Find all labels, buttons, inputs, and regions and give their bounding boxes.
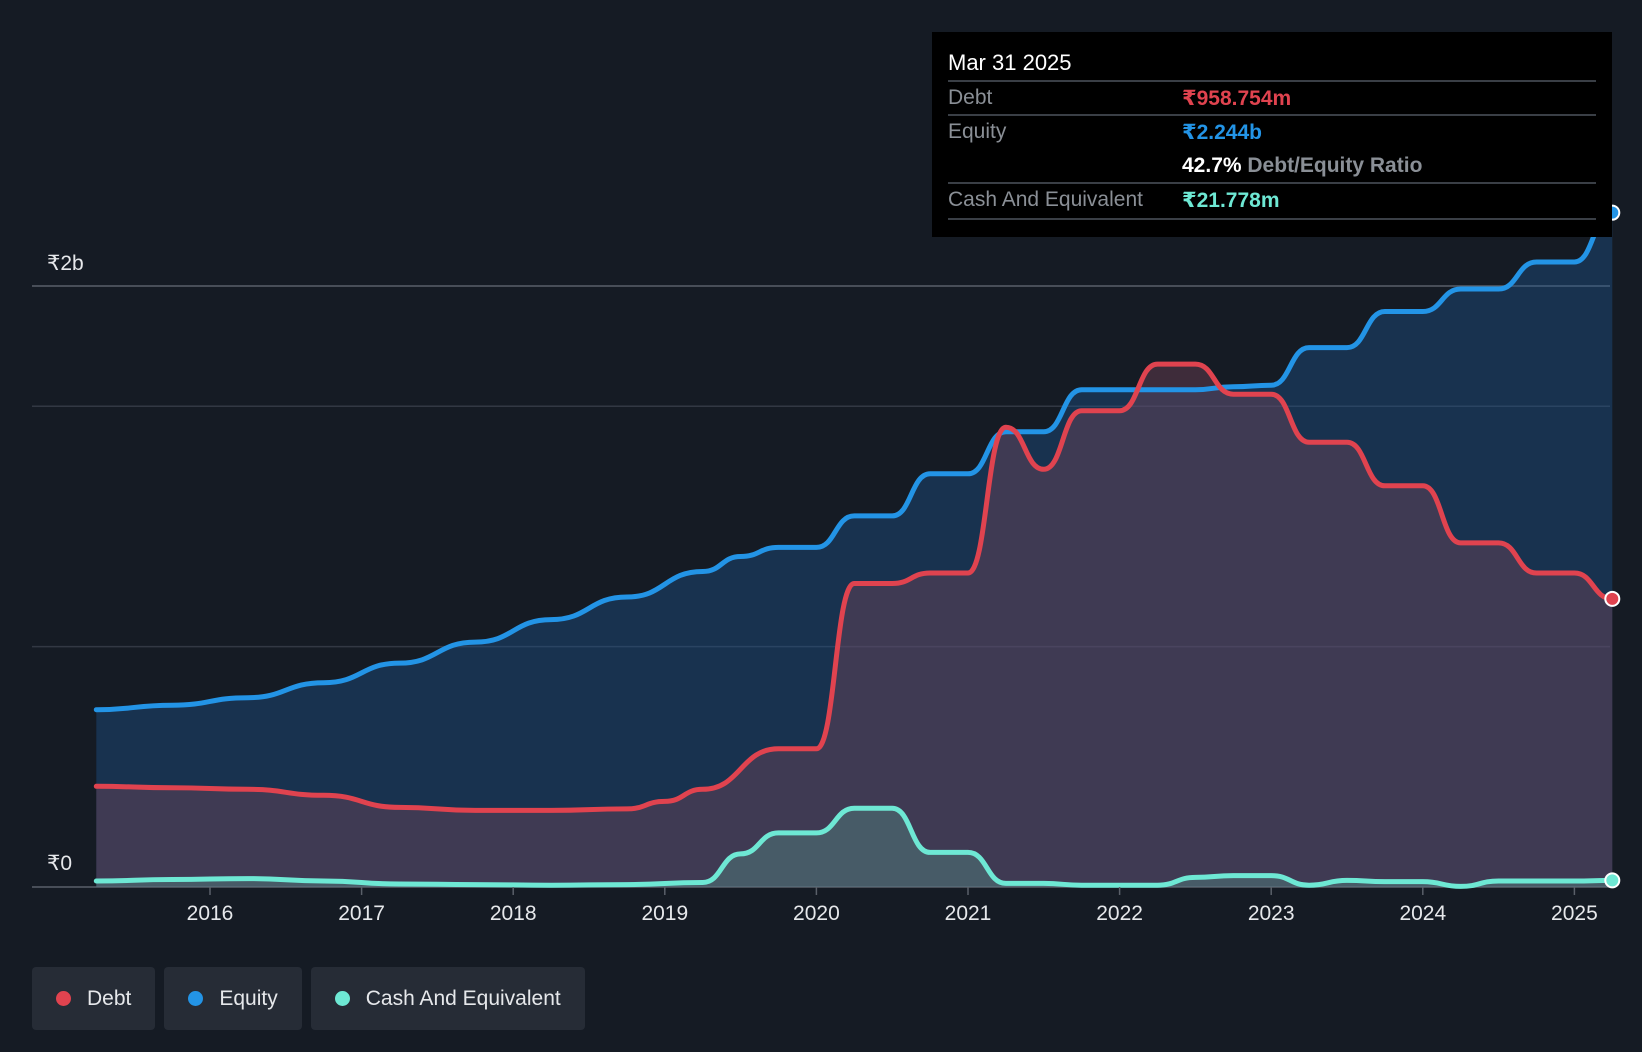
equity-dot-icon (188, 991, 204, 1006)
tooltip-panel: Mar 31 2025 Debt ₹958.754m Equity ₹2.244… (932, 32, 1612, 237)
cash-and-equivalent-line (93, 805, 1615, 889)
x-tick-label-2020: 2020 (793, 902, 840, 925)
legend-debt-label: Debt (87, 986, 132, 1010)
x-tick-label-2018: 2018 (490, 902, 537, 925)
y-tick-label-top: ₹2b (47, 252, 84, 275)
chart-legend: Debt Equity Cash And Equivalent (32, 967, 585, 1030)
cash-dot-icon (334, 991, 350, 1006)
chart-lines (93, 210, 1615, 889)
x-tick-label-2023: 2023 (1248, 902, 1295, 925)
y-tick-label-zero: ₹0 (47, 852, 72, 875)
legend-item-equity[interactable]: Equity (164, 967, 302, 1030)
equity-line (93, 210, 1615, 713)
x-tick-label-2025: 2025 (1551, 902, 1598, 925)
legend-item-cash[interactable]: Cash And Equivalent (310, 967, 585, 1030)
x-tick-label-2024: 2024 (1399, 902, 1446, 925)
legend-item-debt[interactable]: Debt (32, 967, 156, 1030)
tooltip-cash-value: ₹21.778m (1182, 189, 1280, 212)
x-tick-label-2019: 2019 (641, 902, 688, 925)
debt-line (93, 361, 1615, 813)
x-tick-label-2016: 2016 (187, 902, 234, 925)
debt-end-marker (1604, 590, 1621, 607)
tooltip-ratio: 42.7% Debt/Equity Ratio (1182, 154, 1422, 178)
tooltip-ratio-label: Debt/Equity Ratio (1247, 154, 1423, 177)
tooltip-equity-label: Equity (948, 120, 1007, 143)
x-axis-ticks: 2016 2017 2018 2019 2020 2021 2022 2023 2024 2025 (187, 887, 1598, 925)
x-tick-label-2022: 2022 (1096, 902, 1143, 925)
x-tick-label-2021: 2021 (945, 902, 992, 925)
tooltip-equity-value: ₹2.244b (1182, 121, 1262, 144)
cash-and-equivalent-end-marker (1604, 872, 1621, 889)
cash-and-equivalent-area (96, 808, 1613, 887)
tooltip-debt-row: Debt ₹958.754m (948, 80, 1596, 116)
debt-dot-icon (56, 991, 71, 1006)
equity-area (96, 212, 1613, 887)
tooltip-ratio-value: 42.7% (1182, 154, 1242, 177)
tooltip-cash-label: Cash And Equivalent (948, 188, 1143, 211)
chart-areas (96, 212, 1613, 888)
debt-area (96, 364, 1613, 888)
chart-grid (32, 285, 1610, 888)
tooltip-cash-row: Cash And Equivalent ₹21.778m (948, 182, 1596, 220)
legend-cash-label: Cash And Equivalent (365, 986, 561, 1010)
legend-equity-label: Equity (219, 986, 278, 1010)
tooltip-date: Mar 31 2025 (948, 50, 1072, 75)
tooltip-equity-row: Equity ₹2.244b (948, 114, 1596, 150)
tooltip-debt-label: Debt (948, 86, 993, 109)
x-tick-label-2017: 2017 (338, 902, 385, 925)
tooltip-debt-value: ₹958.754m (1182, 87, 1292, 110)
